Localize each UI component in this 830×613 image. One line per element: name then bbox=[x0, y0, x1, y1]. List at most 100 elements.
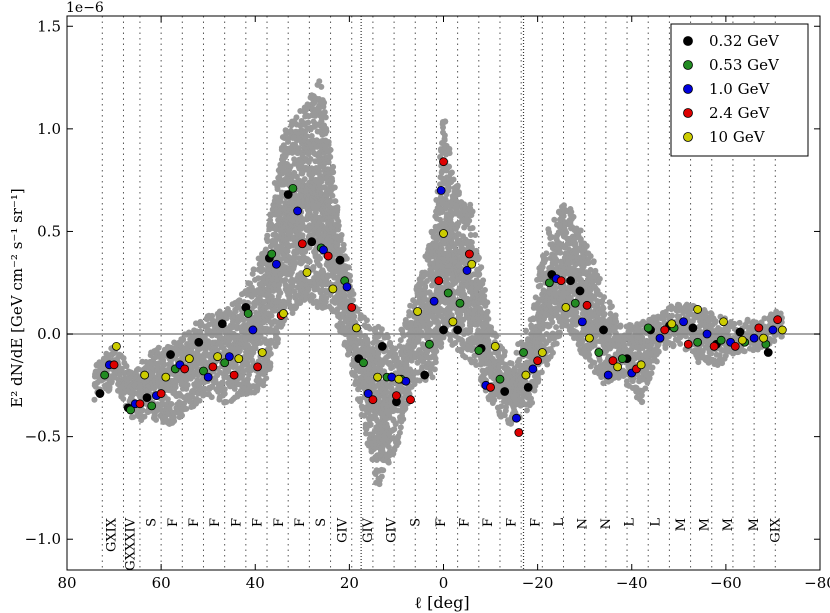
gray-scatter-point bbox=[367, 421, 374, 428]
gray-scatter-point bbox=[317, 255, 324, 262]
gray-scatter-point bbox=[118, 365, 125, 372]
gray-scatter-point bbox=[327, 204, 334, 211]
gray-scatter-point bbox=[91, 396, 98, 403]
gray-scatter-point bbox=[106, 384, 113, 391]
gray-scatter-point bbox=[180, 336, 187, 343]
gray-scatter-point bbox=[327, 198, 334, 205]
gray-scatter-point bbox=[286, 295, 293, 302]
gray-scatter-point bbox=[478, 264, 485, 271]
gray-scatter-point bbox=[229, 318, 236, 325]
gray-scatter-point bbox=[349, 297, 356, 304]
gray-scatter-point bbox=[297, 300, 304, 307]
gray-scatter-point bbox=[332, 234, 339, 241]
gray-scatter-point bbox=[363, 317, 370, 324]
gray-scatter-point bbox=[176, 390, 183, 397]
gray-scatter-point bbox=[340, 241, 347, 248]
gray-scatter-point bbox=[245, 371, 252, 378]
gray-scatter-point bbox=[264, 238, 271, 245]
gray-scatter-point bbox=[431, 366, 438, 373]
gray-scatter-point bbox=[330, 163, 337, 170]
gray-scatter-point bbox=[390, 427, 397, 434]
gray-scatter-point bbox=[262, 246, 269, 253]
gray-scatter-point bbox=[155, 344, 162, 351]
gray-scatter-point bbox=[201, 385, 208, 392]
gray-scatter-point bbox=[221, 390, 228, 397]
gray-scatter-point bbox=[395, 439, 402, 446]
gray-scatter-point bbox=[323, 125, 330, 132]
gray-scatter-point bbox=[277, 198, 284, 205]
gray-scatter-point bbox=[335, 218, 342, 225]
gray-scatter-point bbox=[312, 112, 319, 119]
gray-scatter-point bbox=[268, 293, 275, 300]
gray-scatter-point bbox=[227, 309, 234, 316]
gray-scatter-point bbox=[380, 467, 387, 474]
gray-scatter-point bbox=[288, 122, 295, 129]
gray-scatter-point bbox=[489, 399, 496, 406]
gray-scatter-point bbox=[250, 266, 257, 273]
gray-scatter-point bbox=[305, 258, 312, 265]
gray-scatter-point bbox=[255, 275, 262, 282]
gray-scatter-point bbox=[291, 253, 298, 260]
gray-scatter-point bbox=[345, 350, 352, 357]
gray-scatter-point bbox=[254, 385, 261, 392]
gray-scatter-point bbox=[141, 413, 148, 420]
gray-scatter-point bbox=[135, 366, 142, 373]
gray-scatter-point bbox=[268, 312, 275, 319]
gray-scatter-point bbox=[292, 260, 299, 267]
gray-scatter-point bbox=[123, 363, 130, 370]
gray-scatter-point bbox=[453, 183, 460, 190]
gray-scatter-point bbox=[169, 414, 176, 421]
gray-scatter-point bbox=[446, 145, 453, 152]
gray-scatter-point bbox=[466, 217, 473, 224]
gray-scatter-point bbox=[398, 412, 405, 419]
gray-scatter-point bbox=[264, 232, 271, 239]
gray-scatter-point bbox=[481, 287, 488, 294]
gray-scatter-point bbox=[469, 224, 476, 231]
gray-scatter-point bbox=[282, 281, 289, 288]
gray-scatter-point bbox=[384, 334, 391, 341]
gray-scatter-point bbox=[231, 385, 238, 392]
gray-scatter-point bbox=[321, 109, 328, 116]
gray-scatter-point bbox=[429, 374, 436, 381]
gray-scatter-point bbox=[329, 192, 336, 199]
gray-scatter-point bbox=[341, 291, 348, 298]
gray-scatter-point bbox=[388, 362, 395, 369]
gray-scatter-point bbox=[402, 361, 409, 368]
gray-scatter-point bbox=[316, 78, 323, 85]
gray-scatter-point bbox=[274, 186, 281, 193]
gray-scatter-point bbox=[334, 206, 341, 213]
gray-scatter-point bbox=[332, 198, 339, 205]
gray-scatter-point bbox=[438, 343, 445, 350]
gray-scatter-point bbox=[330, 169, 337, 176]
gray-scatter-point bbox=[343, 255, 350, 262]
gray-scatter-point bbox=[223, 398, 230, 405]
gray-scatter-point bbox=[293, 114, 300, 121]
gray-scatter-point bbox=[328, 218, 335, 225]
gray-scatter-point bbox=[263, 375, 270, 382]
gray-scatter-point bbox=[442, 118, 449, 125]
gray-scatter-point bbox=[325, 139, 332, 146]
gray-scatter-point bbox=[277, 193, 284, 200]
gray-scatter-point bbox=[333, 211, 340, 218]
gray-scatter-point bbox=[284, 248, 291, 255]
gray-scatter-point bbox=[385, 444, 392, 451]
gray-scatter-point bbox=[459, 287, 466, 294]
gray-scatter-point bbox=[301, 176, 308, 183]
gray-scatter-point bbox=[108, 378, 115, 385]
gray-scatter-point bbox=[283, 130, 290, 137]
gray-scatter-point bbox=[171, 339, 178, 346]
gray-scatter-point bbox=[448, 169, 455, 176]
gray-scatter-point bbox=[440, 124, 447, 131]
gray-scatter-point bbox=[161, 361, 168, 368]
gray-scatter-point bbox=[99, 362, 106, 369]
gray-scatter-point bbox=[299, 170, 306, 177]
gray-scatter-point bbox=[257, 339, 264, 346]
gray-scatter-point bbox=[318, 83, 325, 90]
gray-scatter-point bbox=[130, 414, 137, 421]
gray-scatter-point bbox=[433, 348, 440, 355]
gray-scatter-point bbox=[422, 284, 429, 291]
gray-scatter-point bbox=[289, 309, 296, 316]
gray-scatter-point bbox=[275, 282, 282, 289]
gray-scatter-point bbox=[450, 176, 457, 183]
gray-scatter-point bbox=[305, 150, 312, 157]
